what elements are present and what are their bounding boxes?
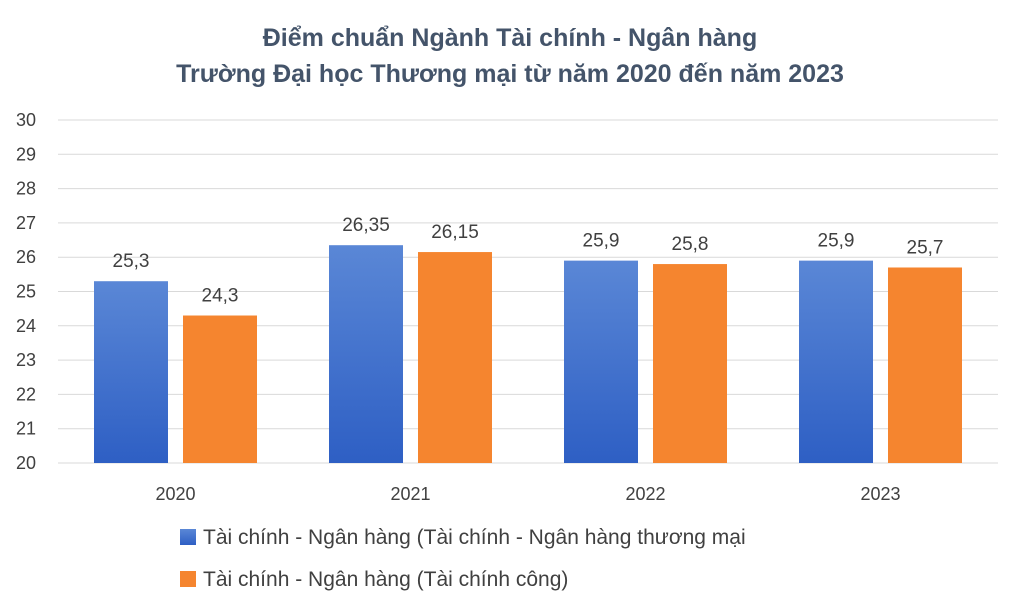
legend: Tài chính - Ngân hàng (Tài chính - Ngân … xyxy=(180,526,746,591)
y-tick-label: 26 xyxy=(16,247,36,267)
data-label: 26,15 xyxy=(431,222,479,243)
data-labels: 25,3 24,3 26,35 26,15 25,9 25,8 25,9 25,7 xyxy=(113,215,944,306)
legend-label: Tài chính - Ngân hàng (Tài chính công) xyxy=(203,568,568,591)
data-label: 24,3 xyxy=(202,286,239,307)
bar-2021-series-2 xyxy=(418,252,492,463)
legend-label: Tài chính - Ngân hàng (Tài chính - Ngân … xyxy=(203,526,746,549)
data-label: 26,35 xyxy=(342,215,390,236)
y-tick-label: 28 xyxy=(16,179,36,199)
bar-2023-series-1 xyxy=(799,260,873,463)
x-tick-label: 2022 xyxy=(625,484,665,504)
bar-2022-series-2 xyxy=(653,264,727,463)
chart-title-line-2: Trường Đại học Thương mại từ năm 2020 đế… xyxy=(176,60,844,88)
y-tick-label: 30 xyxy=(16,110,36,130)
y-tick-label: 25 xyxy=(16,282,36,302)
x-tick-label: 2020 xyxy=(155,484,195,504)
x-tick-label: 2023 xyxy=(860,484,900,504)
bar-2021-series-1 xyxy=(329,245,403,463)
data-label: 25,9 xyxy=(583,231,620,252)
x-axis-ticks: 2020 2021 2022 2023 xyxy=(155,484,900,504)
x-tick-label: 2021 xyxy=(390,484,430,504)
data-label: 25,8 xyxy=(672,234,709,255)
legend-swatch xyxy=(180,529,196,545)
data-label: 25,3 xyxy=(113,251,150,272)
y-tick-label: 23 xyxy=(16,350,36,370)
y-tick-label: 27 xyxy=(16,213,36,233)
y-tick-label: 29 xyxy=(16,144,36,164)
y-tick-label: 20 xyxy=(16,453,36,473)
bars xyxy=(94,245,962,463)
y-tick-label: 21 xyxy=(16,419,36,439)
y-tick-label: 24 xyxy=(16,316,36,336)
bar-2020-series-2 xyxy=(183,315,257,463)
data-label: 25,7 xyxy=(907,237,944,258)
y-tick-label: 22 xyxy=(16,384,36,404)
y-axis-ticks: 20 21 22 23 24 25 26 27 28 29 30 xyxy=(16,110,36,473)
legend-swatch xyxy=(180,571,196,587)
bar-2022-series-1 xyxy=(564,260,638,463)
bar-2020-series-1 xyxy=(94,281,168,463)
bar-2023-series-2 xyxy=(888,267,962,463)
chart-title-line-1: Điểm chuẩn Ngành Tài chính - Ngân hàng xyxy=(263,24,757,52)
data-label: 25,9 xyxy=(818,231,855,252)
